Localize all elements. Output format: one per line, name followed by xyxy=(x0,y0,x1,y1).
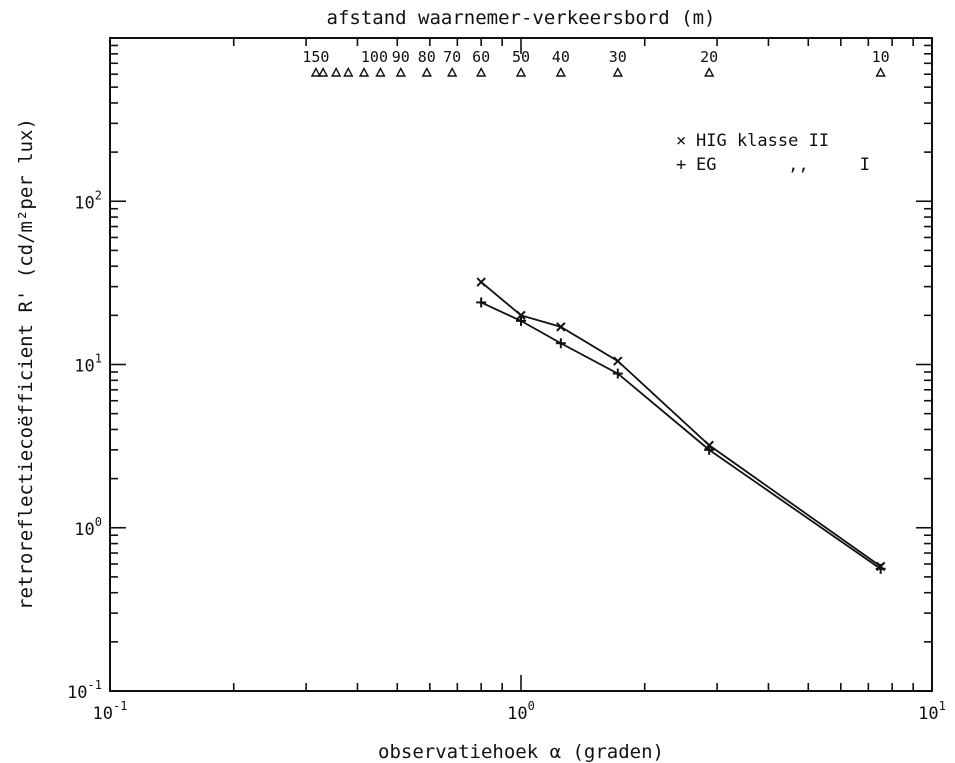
top-distance-label: 90 xyxy=(392,48,410,66)
legend: × HIG klasse II + EG ,, I xyxy=(676,131,870,175)
legend-marker-hig: × xyxy=(676,131,686,151)
top-distance-label: 30 xyxy=(609,48,627,66)
top-distance-label: 80 xyxy=(418,48,436,66)
y-tick-label: 10-1 xyxy=(67,678,102,703)
top-distance-label: 60 xyxy=(472,48,490,66)
y-tick-label: 101 xyxy=(74,352,102,377)
top-distance-marker xyxy=(875,67,886,77)
series-line-hig xyxy=(480,281,882,568)
cross-stroke xyxy=(613,356,623,366)
top-distance-axis: 150 100 90 80 70 60 50 40 30 20 10 xyxy=(302,48,890,77)
data-point-plus xyxy=(875,563,886,574)
y-tick-labels: 10-1 100 101 102 xyxy=(67,188,102,703)
top-distance-label: 100 xyxy=(361,48,388,66)
top-distance-marker xyxy=(704,67,715,77)
y-tick-label: 102 xyxy=(74,188,102,213)
top-distance-marker xyxy=(375,67,386,77)
cross-stroke xyxy=(556,322,566,332)
top-distance-label: 50 xyxy=(512,48,530,66)
x-tick-label: 100 xyxy=(507,699,535,724)
y-axis-title: retroreflectiecoëfficient R' (cd/m²per l… xyxy=(15,118,37,610)
data-point-cross xyxy=(556,322,566,332)
cross-stroke xyxy=(516,310,526,321)
cross-stroke xyxy=(476,277,486,287)
x-tick-label: 101 xyxy=(918,699,946,724)
axis-ticks xyxy=(109,37,933,692)
data-point-cross xyxy=(476,277,486,287)
legend-label-hig: HIG klasse II xyxy=(696,131,829,151)
top-distance-marker xyxy=(515,67,527,77)
data-point-plus xyxy=(516,315,526,326)
x-tick-label: 10-1 xyxy=(93,699,128,724)
data-series xyxy=(476,277,886,574)
x-axis-title: observatiehoek α (graden) xyxy=(378,741,664,763)
top-distance-label: 10 xyxy=(872,48,890,66)
top-distance-marker xyxy=(358,67,370,77)
y-tick-label: 100 xyxy=(74,515,102,540)
top-distance-marker xyxy=(421,67,432,77)
top-distance-marker xyxy=(476,67,487,77)
x-tick-labels: 10-1 100 101 xyxy=(93,699,946,724)
data-point-plus xyxy=(476,297,487,308)
top-distance-label: 20 xyxy=(700,48,718,66)
top-distance-marker xyxy=(612,67,623,77)
top-distance-label: 40 xyxy=(552,48,570,66)
top-distance-marker xyxy=(330,67,342,77)
data-point-plus xyxy=(555,338,566,349)
top-distance-marker xyxy=(395,67,406,77)
data-point-plus xyxy=(704,444,715,455)
legend-marker-eg: + xyxy=(676,155,686,175)
data-point-cross xyxy=(613,356,623,366)
series-line-eg xyxy=(480,301,882,570)
top-distance-marker xyxy=(446,67,458,77)
top-distance-marker xyxy=(555,67,566,77)
top-distance-marker xyxy=(317,67,329,77)
data-point-cross xyxy=(516,310,526,321)
legend-label-eg: EG ,, I xyxy=(696,155,870,175)
top-axis-title: afstand waarnemer-verkeersbord (m) xyxy=(327,7,716,29)
top-distance-marker xyxy=(310,67,322,77)
top-distance-label: 70 xyxy=(443,48,461,66)
top-distance-label: 150 xyxy=(302,48,329,66)
top-distance-marker xyxy=(343,67,354,77)
data-point-plus xyxy=(612,368,623,379)
